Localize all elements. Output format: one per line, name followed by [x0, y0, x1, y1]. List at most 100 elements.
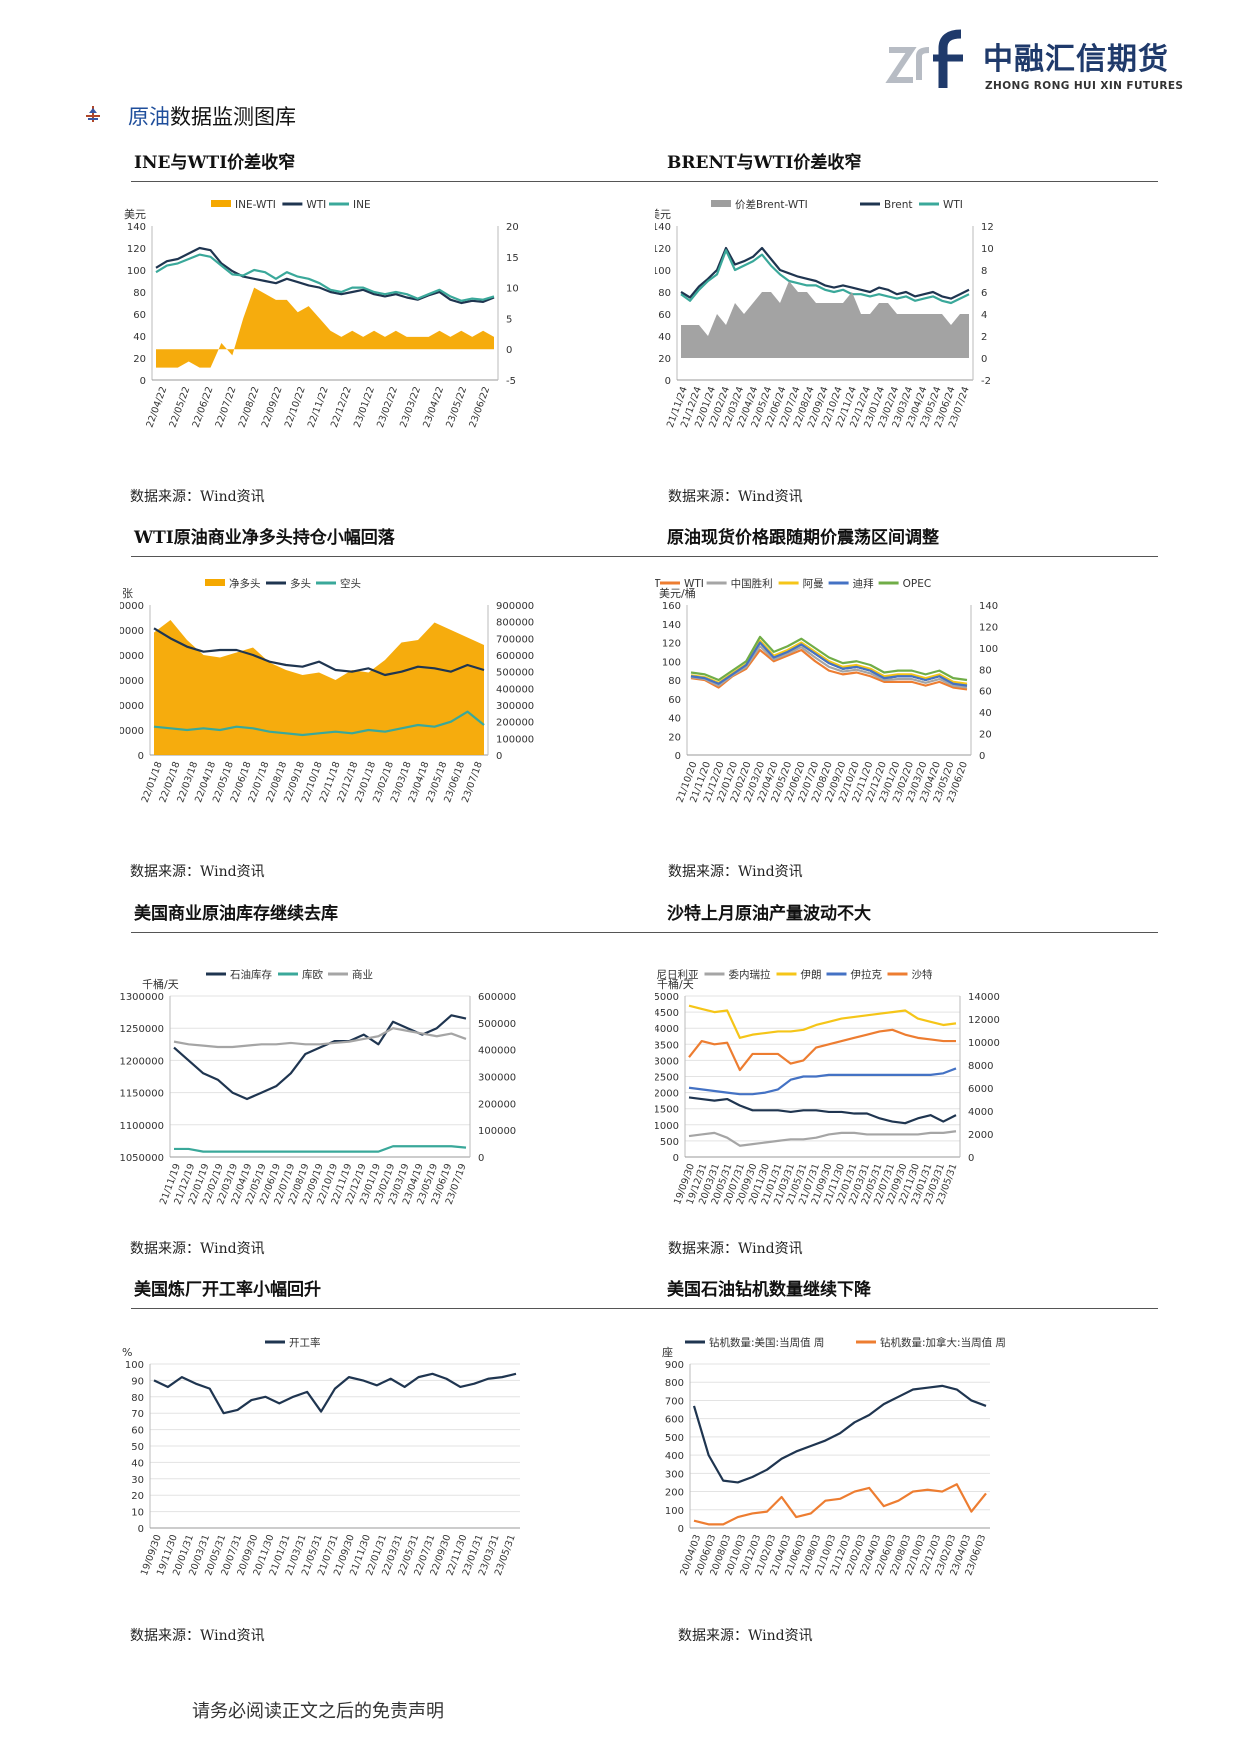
legend-label: 多头 [290, 577, 311, 590]
y2-tick-label: -2 [981, 376, 991, 387]
y2-tick-label: 20 [979, 730, 992, 741]
y-tick-label: 160 [662, 601, 681, 612]
y-tick-label: 400000 [120, 651, 144, 662]
y-axis-label: 美元 [655, 208, 671, 221]
y2-tick-label: 100 [979, 644, 998, 655]
y2-tick-label: 700000 [496, 634, 534, 645]
y-tick-label: 2500 [655, 1073, 679, 1084]
y-tick-label: 10 [131, 1508, 144, 1519]
legend-label: INE-WTI [235, 199, 276, 211]
y-tick-label: 80 [658, 288, 671, 299]
y-tick-label: 0 [138, 751, 144, 762]
source-chart-5: 数据来源：Wind资讯 [130, 1241, 265, 1257]
y-tick-label: 600 [665, 1415, 684, 1426]
y2-tick-label: 4000 [968, 1107, 993, 1118]
x-tick-label: 22/05/22 [167, 385, 192, 429]
y-tick-label: 4500 [655, 1008, 679, 1019]
y2-tick-label: 200000 [478, 1099, 516, 1110]
y2-tick-label: 100000 [496, 734, 534, 745]
y2-tick-label: 800000 [496, 618, 534, 629]
legend-label: 钻机数量:美国:当周值 周 [709, 1336, 824, 1349]
chart-refinery-utilization: %010203040506070809010019/09/3019/11/302… [122, 1336, 520, 1577]
chart-title-us-inventory: 美国商业原油库存继续去库 [134, 904, 338, 924]
y2-tick-label: 400000 [478, 1046, 516, 1057]
y-tick-label: 50 [131, 1442, 144, 1453]
line-series-钻机数量:美国:当周值 周 [692, 1384, 987, 1484]
y2-tick-label: 80 [979, 665, 992, 676]
logo-en-text: ZHONG RONG HUI XIN FUTURES [985, 80, 1184, 92]
y-axis-label: 美元/桶 [659, 586, 696, 600]
y2-tick-label: 8 [981, 266, 987, 277]
x-tick-label: 23/05/22 [444, 385, 469, 429]
line-series-空头 [153, 710, 485, 737]
y-tick-label: 60 [131, 1426, 144, 1437]
y2-tick-label: 300000 [496, 701, 534, 712]
line-series-WTI [155, 246, 495, 305]
line-series-钻机数量:加拿大:当周值 周 [693, 1483, 987, 1526]
y-tick-label: 300 [665, 1469, 684, 1480]
y2-tick-label: 140 [979, 601, 998, 612]
chart-us-crude-inventory: 千桶/天 1050000 1100000 1150000 1200000 1250000 1… [120, 968, 516, 1206]
y2-tick-label: 0 [968, 1153, 974, 1164]
y2-tick-label: 10 [506, 284, 519, 295]
legend-label: 空头 [340, 577, 361, 590]
line-series-沙特 [688, 1028, 956, 1072]
y-tick-label: 1200000 [120, 1056, 164, 1067]
y2-tick-label: 120 [979, 622, 998, 633]
line-series-尼日利亚 [688, 1096, 957, 1125]
y-tick-label: 200 [665, 1488, 684, 1499]
y2-tick-label: 20 [506, 222, 519, 233]
legend-label: 沙特 [912, 969, 933, 981]
y-tick-label: 0 [140, 376, 146, 387]
source-chart-6: 数据来源：Wind资讯 [668, 1241, 803, 1257]
legend-label: WTI [943, 199, 963, 211]
legend-label: 尼日利亚 [657, 969, 699, 981]
y2-tick-label: 6 [981, 288, 987, 299]
x-tick-label: 22/09/22 [260, 385, 285, 429]
chart-opec-production: 千桶/天 0 500 1000 1500 2000 2500 3000 3500 4000 4500… [655, 968, 1000, 1206]
line-series-OPEC [690, 635, 968, 682]
company-logo: 中融汇信期货 ZHONG RONG HUI XIN FUTURES [885, 28, 1185, 98]
y-tick-label: 20 [668, 732, 681, 743]
chart-brent-wti-spread: 美元020406080100120140-202468101221/11/242… [655, 198, 994, 429]
y2-tick-label: 10 [981, 244, 994, 255]
y2-tick-label: 0 [478, 1153, 484, 1164]
area-series-价差Brent-WTI [681, 281, 969, 358]
y-tick-label: 1000 [655, 1121, 679, 1132]
y-tick-label: 200000 [120, 701, 144, 712]
x-tick-label: 22/12/22 [329, 385, 354, 429]
y2-tick-label: 10000 [968, 1038, 1000, 1049]
chart-wti-net-long: 张 0 100000 200000 300000 400000 500000 600000 0 1… [120, 577, 534, 804]
source-chart-8: 数据来源：Wind资讯 [678, 1628, 813, 1644]
y2-tick-label: 8000 [968, 1061, 993, 1072]
source-chart-1: 数据来源：Wind资讯 [130, 489, 265, 505]
x-tick-label: 23/01/22 [352, 385, 377, 429]
y-tick-label: 70 [131, 1409, 144, 1420]
y-tick-label: 80 [133, 288, 146, 299]
y-tick-label: 60 [658, 310, 671, 321]
line-series-多头 [153, 627, 485, 677]
y-tick-label: 5000 [655, 992, 679, 1003]
x-tick-label: 23/02/22 [375, 385, 400, 429]
y-tick-label: 120 [655, 244, 671, 255]
section-bullet-icon [86, 106, 100, 122]
legend-swatch [211, 200, 231, 207]
y-axis-label: 张 [122, 587, 133, 600]
chart-title-ine-wti: INE与WTI价差收窄 [134, 153, 296, 173]
y2-tick-label: 0 [979, 751, 985, 762]
legend-label: WTI [684, 578, 704, 590]
line-series-Brent [680, 246, 970, 300]
y-tick-label: 80 [668, 676, 681, 687]
line-series-委内瑞拉 [688, 1130, 957, 1147]
y2-tick-label: 0 [496, 751, 502, 762]
line-series-商业 [173, 1027, 467, 1049]
legend-label: 伊朗 [801, 969, 822, 981]
x-tick-label: 22/04/22 [144, 385, 169, 429]
y-tick-label: 40 [133, 332, 146, 343]
y2-tick-label: 2 [981, 332, 987, 343]
y2-tick-label: 100000 [478, 1126, 516, 1137]
line-series-迪拜 [690, 641, 968, 687]
rule-row1 [131, 181, 1158, 182]
y2-tick-label: -5 [506, 376, 516, 387]
y-tick-label: 0 [675, 751, 681, 762]
